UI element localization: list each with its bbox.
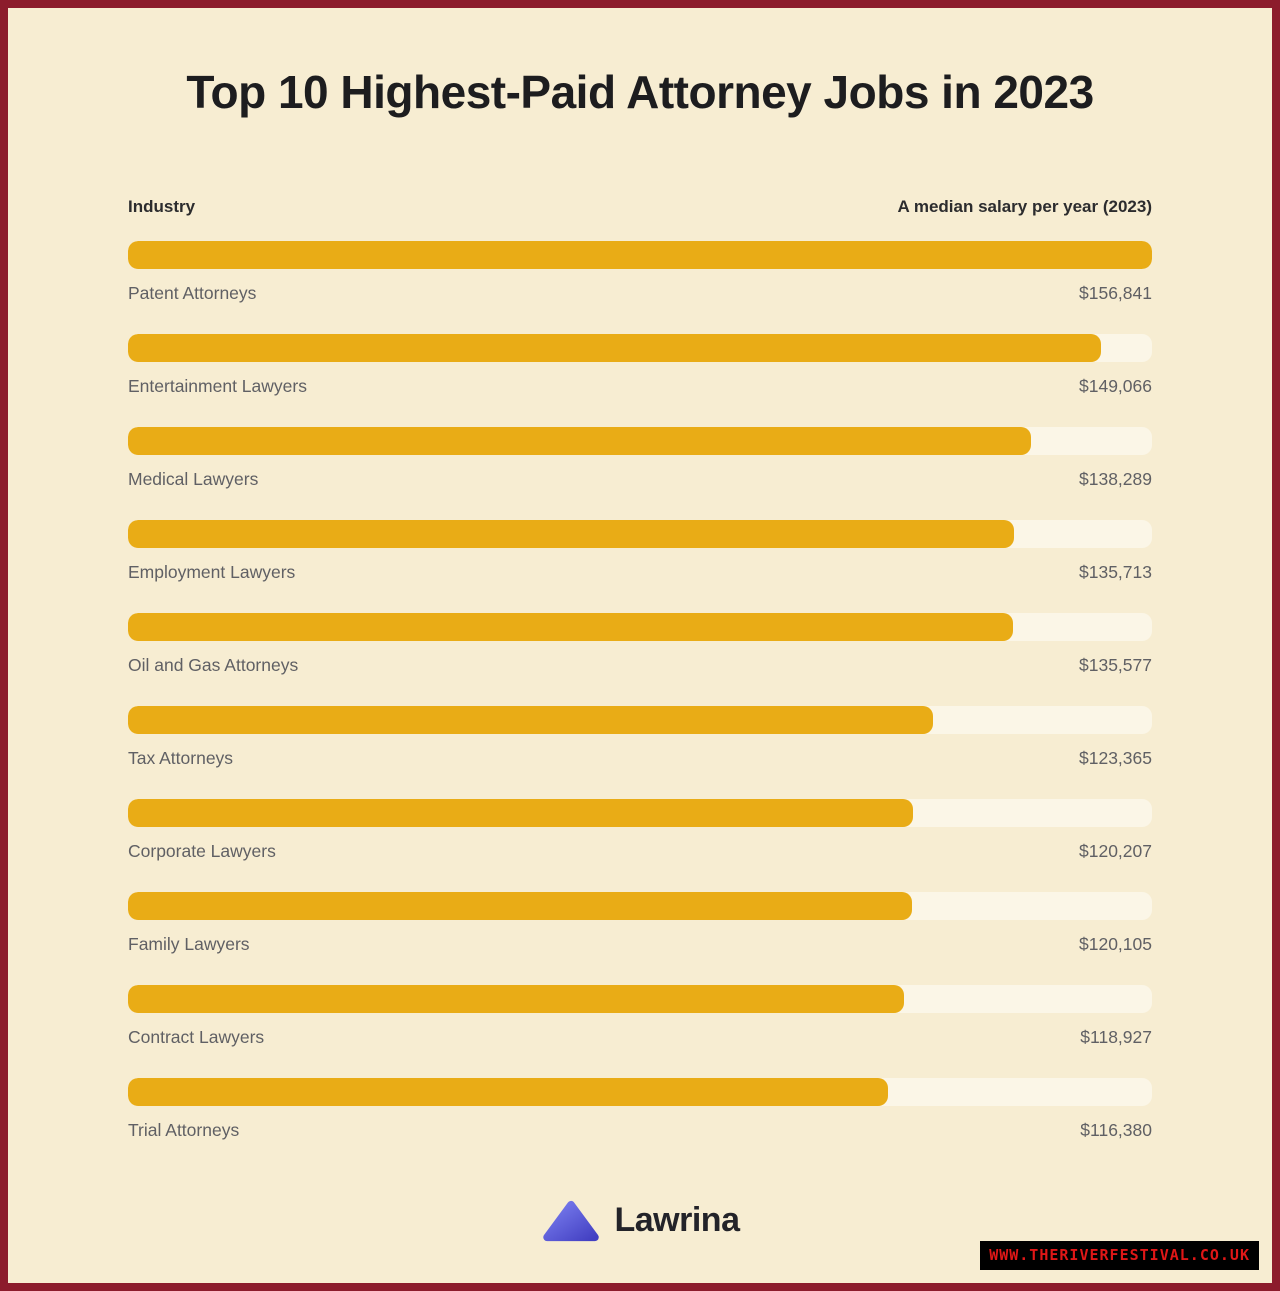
page-title: Top 10 Highest-Paid Attorney Jobs in 202… [186, 66, 1094, 118]
bar-fill [128, 1077, 888, 1106]
bar-value-label: $138,289 [1079, 468, 1152, 489]
bar-track [128, 333, 1152, 362]
bar-track [128, 426, 1152, 455]
bar-row-labels: Oil and Gas Attorneys $135,577 [128, 654, 1152, 676]
lawrina-logo-text: Lawrina [614, 1201, 740, 1240]
column-header-salary: A median salary per year (2023) [897, 196, 1152, 216]
bar-value-label: $116,380 [1080, 1119, 1152, 1140]
bar-rows: Patent Attorneys $156,841 Entertainment … [128, 240, 1152, 1141]
bar-value-label: $135,577 [1079, 654, 1152, 675]
bar-row: Oil and Gas Attorneys $135,577 [128, 612, 1152, 676]
bar-fill [128, 798, 913, 827]
bar-row: Tax Attorneys $123,365 [128, 705, 1152, 769]
bar-row-labels: Trial Attorneys $116,380 [128, 1119, 1152, 1141]
bar-fill [128, 705, 934, 734]
salary-bar-chart: Industry A median salary per year (2023)… [128, 197, 1152, 1141]
bar-track [128, 612, 1152, 641]
bar-category-label: Patent Attorneys [128, 282, 257, 303]
bar-track [128, 240, 1152, 269]
bar-category-label: Corporate Lawyers [128, 840, 276, 861]
bar-row: Medical Lawyers $138,289 [128, 426, 1152, 490]
bar-track [128, 798, 1152, 827]
lawrina-logo-icon [541, 1199, 601, 1243]
bar-track [128, 891, 1152, 920]
bar-track [128, 1077, 1152, 1106]
bar-value-label: $118,927 [1080, 1026, 1152, 1047]
chart-header: Industry A median salary per year (2023) [128, 197, 1152, 217]
bar-row-labels: Employment Lawyers $135,713 [128, 561, 1152, 583]
bar-fill [128, 891, 913, 920]
bar-category-label: Family Lawyers [128, 933, 250, 954]
bar-category-label: Contract Lawyers [128, 1026, 265, 1047]
bar-value-label: $135,713 [1079, 561, 1152, 582]
bar-category-label: Tax Attorneys [128, 747, 234, 768]
bar-category-label: Trial Attorneys [128, 1119, 240, 1140]
column-header-industry: Industry [128, 196, 196, 216]
bar-row: Family Lawyers $120,105 [128, 891, 1152, 955]
bar-value-label: $123,365 [1079, 747, 1152, 768]
bar-value-label: $120,207 [1079, 840, 1152, 861]
bar-fill [128, 333, 1102, 362]
bar-category-label: Employment Lawyers [128, 561, 296, 582]
bar-value-label: $156,841 [1079, 282, 1152, 303]
footer-brand: Lawrina [8, 1199, 1272, 1243]
bar-row-labels: Tax Attorneys $123,365 [128, 747, 1152, 769]
bar-fill [128, 519, 1015, 548]
bar-row-labels: Entertainment Lawyers $149,066 [128, 375, 1152, 397]
bar-category-label: Oil and Gas Attorneys [128, 654, 299, 675]
bar-row: Employment Lawyers $135,713 [128, 519, 1152, 583]
bar-category-label: Entertainment Lawyers [128, 375, 307, 396]
bar-row: Corporate Lawyers $120,207 [128, 798, 1152, 862]
bar-row: Entertainment Lawyers $149,066 [128, 333, 1152, 397]
bar-track [128, 519, 1152, 548]
watermark-url: WWW.THERIVERFESTIVAL.CO.UK [980, 1241, 1259, 1270]
bar-row-labels: Corporate Lawyers $120,207 [128, 840, 1152, 862]
bar-track [128, 705, 1152, 734]
bar-row-labels: Family Lawyers $120,105 [128, 933, 1152, 955]
bar-fill [128, 612, 1014, 641]
bar-fill [128, 426, 1031, 455]
bar-value-label: $149,066 [1079, 375, 1152, 396]
bar-row: Trial Attorneys $116,380 [128, 1077, 1152, 1141]
bar-row-labels: Contract Lawyers $118,927 [128, 1026, 1152, 1048]
bar-value-label: $120,105 [1079, 933, 1152, 954]
bar-fill [128, 984, 905, 1013]
bar-fill [128, 240, 1152, 269]
bar-category-label: Medical Lawyers [128, 468, 259, 489]
bar-row: Contract Lawyers $118,927 [128, 984, 1152, 1048]
bar-row-labels: Patent Attorneys $156,841 [128, 282, 1152, 304]
bar-row-labels: Medical Lawyers $138,289 [128, 468, 1152, 490]
bar-track [128, 984, 1152, 1013]
bar-row: Patent Attorneys $156,841 [128, 240, 1152, 304]
